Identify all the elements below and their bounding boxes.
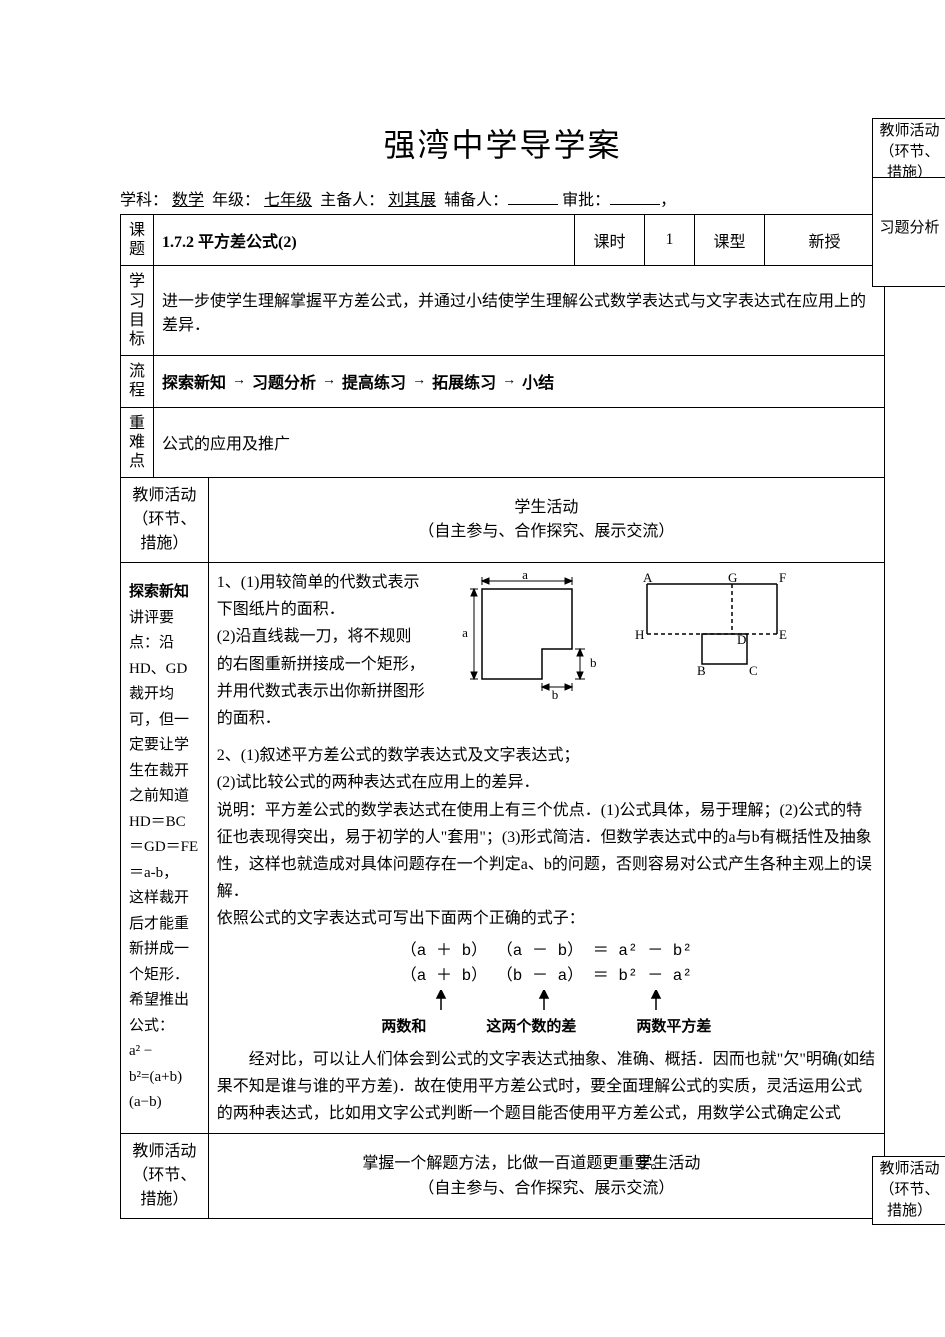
label-G: G [728, 570, 737, 585]
flow-step-2: 提高练习 [342, 369, 406, 393]
figure-text: 1、(1)用较简单的代数式表示下图纸片的面积． (2)沿直线裁一刀，将不规则的右… [217, 569, 427, 732]
annot1: 两数和 [381, 1016, 426, 1040]
arrow-icon: → [502, 373, 516, 389]
grade: 七年级 [260, 192, 316, 209]
label-A: A [643, 570, 653, 585]
label-B: B [697, 663, 706, 678]
teacher-notes: 探索新知 讲评要点：沿HD、GD裁开均可，但一定要让学生在裁开之前知道 HD＝B… [121, 563, 209, 1134]
label-b-bottom: b [552, 687, 559, 699]
approval-label: 审批： [562, 192, 610, 209]
q1a: 1、(1)用较简单的代数式表示下图纸片的面积． [217, 569, 427, 623]
subject-label: 学科： [120, 192, 168, 209]
assistant-blank [508, 189, 558, 205]
content-row: 探索新知 讲评要点：沿HD、GD裁开均可，但一定要让学生在裁开之前知道 HD＝B… [121, 563, 885, 1134]
annot3: 两数平方差 [636, 1016, 711, 1040]
label-b-right: b [590, 655, 597, 670]
section-title: 探索新知 [129, 580, 200, 606]
period: 1 [645, 215, 695, 266]
objective-label: 学习目标 [121, 266, 154, 356]
teacher-activity-label-footer: 教师活动 （环节、措施） [121, 1134, 209, 1219]
activity-header-row: 教师活动 （环节、措施） 学生活动 （自主参与、合作探究、展示交流） [121, 478, 885, 563]
student-activity-title: 学生活动 [514, 499, 578, 516]
label-H: H [635, 627, 644, 642]
arrow-icon: → [322, 373, 336, 389]
grade-label: 年级： [212, 192, 260, 209]
q2a: 2、(1)叙述平方差公式的数学表达式及文字表达式； [217, 742, 876, 769]
label-a-left: a [462, 625, 468, 640]
objective-row: 学习目标 进一步使学生理解掌握平方差公式，并通过小结使学生理解公式数学表达式与文… [121, 266, 885, 356]
margin-note-top2: 习题分析 [872, 177, 945, 287]
flow-row: 流程 探索新知 → 习题分析 → 提高练习 → 拓展练习 → 小结 [121, 356, 885, 407]
main-table: 课题 1.7.2 平方差公式(2) 课时 1 课型 新授 学习目标 进一步使学生… [120, 214, 885, 1219]
student-content: 1、(1)用较简单的代数式表示下图纸片的面积． (2)沿直线裁一刀，将不规则的右… [208, 563, 884, 1134]
flow-step-4: 小结 [522, 369, 554, 393]
figure-labeled: A G F H D E B C [627, 569, 797, 689]
label-E: E [779, 627, 787, 642]
formula1: （a ＋ b） （a － b） ＝ a² － b² [217, 939, 876, 965]
student-activity-label: 学生活动 （自主参与、合作探究、展示交流） [208, 478, 884, 563]
margin-note-bottom: 教师活动 （环节、 措施） [872, 1156, 945, 1225]
header-row: 课题 1.7.2 平方差公式(2) 课时 1 课型 新授 [121, 215, 885, 266]
teacher-activity-label: 教师活动 （环节、措施） [121, 478, 209, 563]
meta-line: 学科：数学 年级：七年级 主备人：刘其展 辅备人： 审批：， [120, 186, 885, 210]
student-activity-sub: （自主参与、合作探究、展示交流） [418, 523, 674, 540]
label-D: D [737, 632, 746, 647]
figures: a a [447, 569, 876, 699]
keypoints-row: 重难点 公式的应用及推广 [121, 407, 885, 478]
footer-row: 教师活动 （环节、措施） 掌握一个解题方法，比做一百道题更重要。学生活动 （自主… [121, 1134, 885, 1219]
label-F: F [779, 570, 786, 585]
keypoints-text: 公式的应用及推广 [154, 407, 885, 478]
flow-label: 流程 [121, 356, 154, 407]
arrow-icon: → [412, 373, 426, 389]
topic: 1.7.2 平方差公式(2) [154, 215, 575, 266]
preparer: 刘其展 [384, 192, 440, 209]
formula2: （a ＋ b） （b － a） ＝ b² － a² [217, 964, 876, 990]
assistant-label: 辅备人： [444, 192, 508, 209]
page: 教师活动 （环节、 措施） 习题分析 教师活动 （环节、 措施） 强湾中学导学案… [0, 0, 945, 1279]
keypoints-label: 重难点 [121, 407, 154, 478]
q1b: (2)沿直线裁一刀，将不规则的右图重新拼接成一个矩形，并用代数式表示出你新拼图形… [217, 623, 427, 732]
type: 新授 [765, 215, 885, 266]
type-label: 课型 [695, 215, 765, 266]
label-a-top: a [522, 569, 528, 582]
topic-label: 课题 [121, 215, 154, 266]
flow-diagram: 探索新知 → 习题分析 → 提高练习 → 拓展练习 → 小结 [162, 369, 876, 393]
flow-step-0: 探索新知 [162, 369, 226, 393]
explain: 说明：平方差公式的数学表达式在使用上有三个优点．(1)公式具体，易于理解；(2)… [217, 797, 876, 906]
arrow-icon: → [232, 373, 246, 389]
figure-l-shape: a a [447, 569, 597, 699]
flow-step-1: 习题分析 [252, 369, 316, 393]
objective-text: 进一步使学生理解掌握平方差公式，并通过小结使学生理解公式数学表达式与文字表达式在… [154, 266, 885, 356]
conclusion: 经对比，可以让人们体会到公式的文字表达式抽象、准确、概括．因而也就"欠"明确(如… [217, 1046, 876, 1128]
footer-overlap: 学生活动 [636, 1155, 700, 1172]
figure-wrap: 1、(1)用较简单的代数式表示下图纸片的面积． (2)沿直线裁一刀，将不规则的右… [217, 569, 876, 732]
flow-cell: 探索新知 → 习题分析 → 提高练习 → 拓展练习 → 小结 [154, 356, 885, 407]
margin-note-top: 教师活动 （环节、 措施） [872, 118, 945, 186]
subject: 数学 [168, 192, 208, 209]
approval-blank [610, 189, 660, 205]
formula-arrows [366, 990, 726, 1016]
flow-step-3: 拓展练习 [432, 369, 496, 393]
annot-row: 两数和 这两个数的差 两数平方差 [217, 1016, 876, 1040]
footer-quote: 掌握一个解题方法，比做一百道题更重要。 [362, 1155, 666, 1172]
footer-quote-cell: 掌握一个解题方法，比做一百道题更重要。学生活动 （自主参与、合作探究、展示交流） [208, 1134, 884, 1219]
line-intro: 依照公式的文字表达式可写出下面两个正确的式子： [217, 905, 876, 932]
formula-block: （a ＋ b） （a － b） ＝ a² － b² （a ＋ b） （b － a… [217, 939, 876, 1040]
page-title: 强湾中学导学案 [120, 120, 885, 166]
period-label: 课时 [575, 215, 645, 266]
preparer-label: 主备人： [320, 192, 384, 209]
label-C: C [749, 663, 758, 678]
q2b: (2)试比较公式的两种表达式在应用上的差异． [217, 769, 876, 796]
footer-sub: （自主参与、合作探究、展示交流） [418, 1180, 674, 1197]
annot2: 这两个数的差 [486, 1016, 576, 1040]
teacher-notes-body: 讲评要点：沿HD、GD裁开均可，但一定要让学生在裁开之前知道 HD＝BC＝GD＝… [129, 606, 200, 1116]
